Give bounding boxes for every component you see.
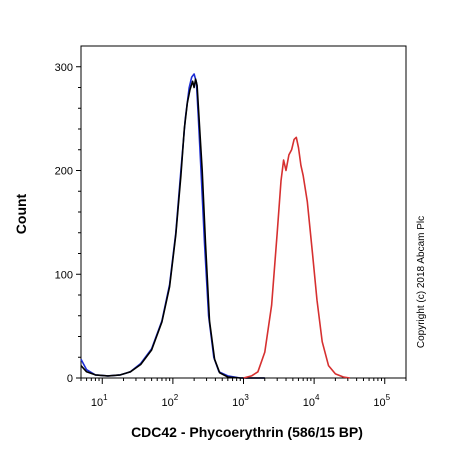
y-tick-label: 200 [55, 166, 73, 178]
x-axis-title: CDC42 - Phycoerythrin (586/15 BP) [131, 424, 363, 440]
y-tick-label: 300 [55, 62, 73, 74]
plot-area-border [80, 45, 407, 379]
x-tick-label: 104 [303, 393, 320, 409]
histogram-series-2 [80, 78, 265, 379]
x-axis: 101 102 103 104 105 [80, 378, 407, 409]
plot-frame [80, 45, 407, 379]
histogram-series-3 [243, 136, 350, 379]
y-tick-label: 0 [67, 373, 73, 385]
copyright-annotation: Copyright (c) 2018 Abcam Plc [416, 216, 427, 348]
y-tick-label: 100 [55, 269, 73, 281]
x-tick-label: 102 [162, 393, 179, 409]
y-axis-title: Count [13, 193, 29, 234]
x-tick-label: 105 [373, 393, 390, 409]
x-tick-label: 103 [232, 393, 249, 409]
x-tick-label: 101 [91, 393, 108, 409]
series-layer [80, 73, 350, 379]
y-axis: 0 100 200 300 [55, 62, 81, 385]
histogram-series-1 [80, 73, 265, 379]
